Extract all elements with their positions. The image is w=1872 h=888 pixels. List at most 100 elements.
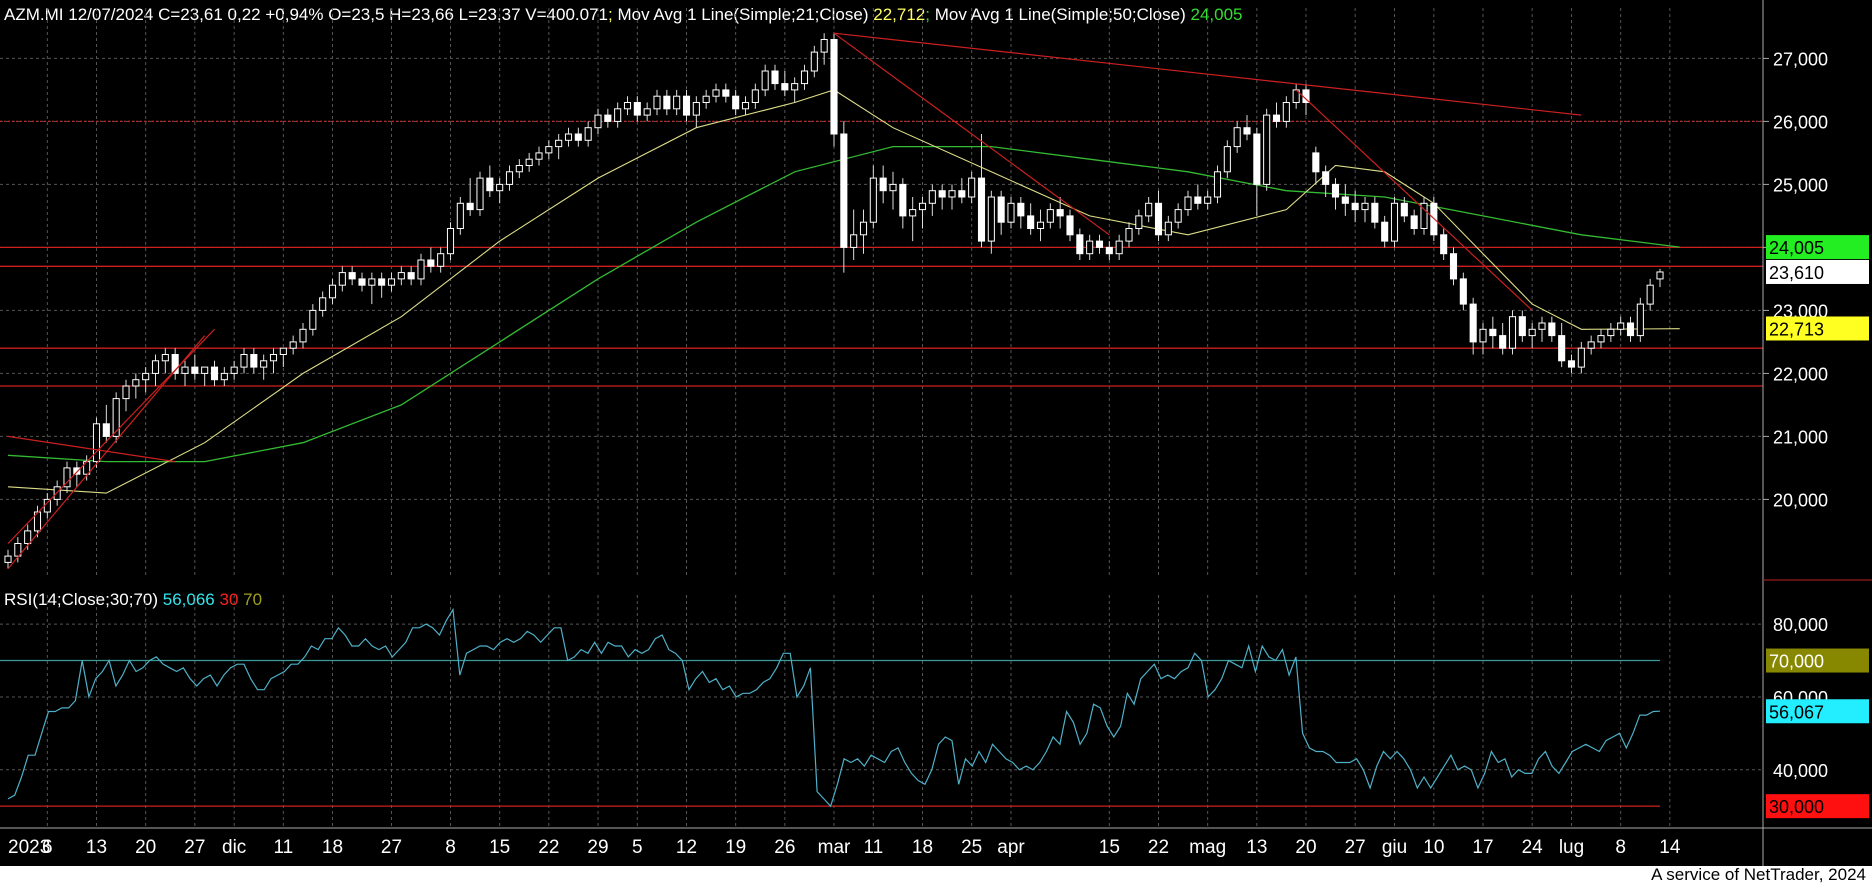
- candle-body: [515, 165, 523, 173]
- candle-body: [1361, 202, 1369, 211]
- candle-body: [525, 158, 533, 166]
- candle-body: [1194, 196, 1202, 204]
- candle-body: [1410, 215, 1418, 229]
- candle-body: [240, 354, 248, 368]
- candle-body: [594, 114, 602, 129]
- value-tag-label: 56,067: [1769, 702, 1824, 722]
- rsi-value: 56,066: [162, 590, 215, 609]
- candle-body: [977, 177, 986, 242]
- x-tick-label: 11: [273, 837, 293, 858]
- candle-body: [1528, 328, 1536, 337]
- candle-body: [496, 183, 504, 192]
- candle-body: [1331, 183, 1340, 198]
- candle-body: [574, 133, 582, 141]
- candle-body: [722, 89, 730, 97]
- ohlcv-readout: C=23,61 0,22 +0,94% O=23,5 H=23,66 L=23,…: [158, 5, 608, 24]
- candle-body: [161, 354, 169, 362]
- candle-body: [1164, 221, 1172, 236]
- candle-body: [1154, 202, 1163, 236]
- x-tick-label: 14: [1659, 837, 1681, 858]
- x-tick-label: mar: [818, 837, 851, 858]
- trendline: [833, 32, 1110, 236]
- candle-body: [201, 366, 209, 374]
- candle-body: [289, 341, 297, 349]
- candle-body: [1282, 102, 1290, 122]
- candle-body: [1381, 221, 1389, 242]
- candle-body: [1459, 278, 1467, 305]
- y-tick-label: 26,000: [1773, 112, 1828, 132]
- candle-body: [810, 51, 818, 72]
- candle-body: [279, 347, 287, 356]
- value-tag: [1766, 259, 1869, 284]
- symbol: AZM.MI: [4, 5, 64, 24]
- candle-body: [142, 372, 150, 381]
- rsi-y-tick-label: 80,000: [1773, 615, 1828, 635]
- candle-body: [741, 102, 750, 110]
- candle-body: [1036, 221, 1045, 229]
- candle-body: [1469, 303, 1477, 343]
- x-tick-label: 12: [676, 837, 697, 858]
- x-tick-label: 5: [632, 837, 643, 858]
- candle-body: [702, 95, 710, 103]
- candle-body: [1223, 146, 1231, 173]
- candle-body: [879, 177, 887, 192]
- candle-body: [1213, 171, 1222, 198]
- candle-body: [1617, 322, 1625, 330]
- x-tick-label: 22: [538, 837, 559, 858]
- candle-body: [653, 95, 661, 110]
- candle-body: [1626, 322, 1635, 337]
- x-tick-label: 26: [774, 837, 795, 858]
- rsi-y-tick-label: 40,000: [1773, 761, 1828, 781]
- candle-body: [968, 177, 976, 198]
- horizontal-levels: [0, 120, 1763, 387]
- candle-body: [643, 108, 651, 116]
- candle-body: [1263, 114, 1271, 185]
- candle-body: [1243, 127, 1251, 135]
- candle-body: [171, 354, 179, 374]
- candle-body: [319, 297, 327, 311]
- candle-body: [1056, 209, 1064, 217]
- x-tick-label: 18: [912, 837, 933, 858]
- x-tick-label: 27: [1345, 837, 1366, 858]
- candle-body: [771, 70, 779, 85]
- y-tick-label: 22,000: [1773, 364, 1828, 384]
- candle-body: [682, 95, 691, 116]
- candlesticks: [4, 33, 1664, 569]
- candle-body: [486, 177, 494, 192]
- candle-body: [663, 95, 671, 110]
- candle-body: [761, 70, 769, 91]
- candle-body: [987, 196, 995, 242]
- candle-body: [73, 467, 81, 475]
- candle-body: [122, 385, 130, 400]
- candle-body: [1508, 316, 1517, 349]
- candle-body: [997, 196, 1005, 223]
- x-tick-label: 20: [135, 837, 156, 858]
- candle-body: [1449, 253, 1458, 280]
- separator: ;: [925, 5, 930, 24]
- x-tick-label: 27: [381, 837, 402, 858]
- candle-body: [338, 272, 346, 286]
- x-tick-label: 11: [863, 837, 883, 858]
- candle-body: [1095, 240, 1104, 248]
- value-tag: [1766, 316, 1869, 341]
- y-tick-label: 21,000: [1773, 427, 1828, 447]
- ma50-label: Mov Avg 1 Line(Simple;50;Close): [934, 5, 1186, 24]
- candle-body: [378, 278, 386, 286]
- candle-body: [1135, 215, 1143, 229]
- candle-body: [712, 89, 720, 97]
- x-tick-label: 22: [1148, 837, 1169, 858]
- rsi-label: RSI(14;Close;30;70): [4, 590, 159, 609]
- x-tick-label: 13: [1246, 837, 1267, 858]
- candle-body: [1115, 240, 1123, 255]
- trendline: [7, 335, 206, 570]
- candle-body: [1499, 335, 1507, 349]
- candle-body: [437, 253, 445, 267]
- x-tick-label: 20: [1295, 837, 1316, 858]
- candle-body: [948, 190, 956, 198]
- candle-body: [840, 133, 848, 248]
- candle-body: [1322, 171, 1330, 185]
- candle-body: [358, 278, 366, 286]
- x-tick-label: 13: [86, 837, 107, 858]
